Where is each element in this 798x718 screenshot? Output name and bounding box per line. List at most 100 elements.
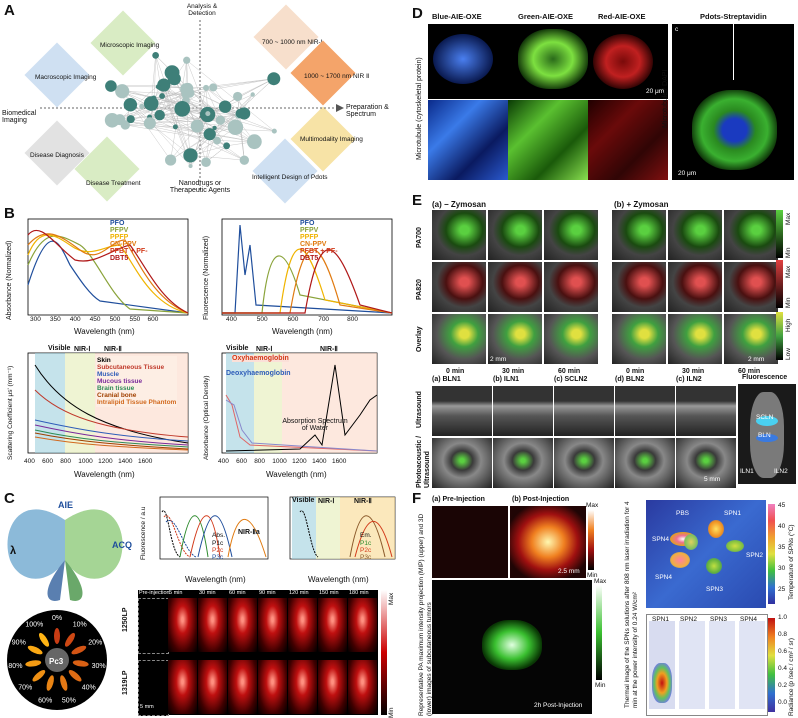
c-nir2a: NIR-Ⅱa [238,529,260,536]
e-image-cell [544,314,598,364]
network-node [154,109,165,121]
network-edge [213,87,255,142]
wheel-label: 50% [62,697,76,704]
c-min: Min [388,707,395,718]
network-node [174,101,191,117]
b-legend-ppfp: PPFP [300,234,319,241]
d-c: c [675,26,679,33]
network-edge [187,88,241,114]
b-legend-cnppv: CN-PPV [300,241,327,248]
network-graph [40,20,344,190]
e-a: (a) − Zymosan [432,200,487,209]
e-image-cell [612,262,666,312]
d-title-red: Red-AIE-OXE [598,12,646,21]
wheel-label: 0% [52,615,62,622]
wheel-label: 60% [38,697,52,704]
network-node [213,136,222,145]
network-edge [151,55,156,104]
f-rad-bar [768,618,775,712]
c-em-legend: P1c P2c P3c [360,540,371,561]
b-legend-dbt5: DBT5 [300,255,319,262]
wheel-petal [68,670,82,682]
c-imaging: Pre-injection 5 min 30 min 60 min 90 min 120 … [138,590,378,716]
f-scale: 2.5 mm [558,568,580,575]
f-thermal-img [646,500,766,608]
network-node [205,111,211,117]
b-legend-abs-pfpv: PFPV [110,227,129,234]
c-image-cell [228,660,257,714]
network-node [115,84,130,99]
c-em: Em. [360,532,372,539]
e-bar-min2: Min [785,297,792,308]
label-multimodality: Multimodality Imaging [300,136,363,143]
e-bar-max2: Max [785,265,792,278]
e-image-cell [612,314,666,364]
d-title-pdots: Pdots-Streptavidin [700,12,767,21]
network-node [143,117,156,130]
wheel-label: 70% [18,685,32,692]
c-visible: Visible [292,497,315,504]
e-node-image [493,438,553,488]
c-time-label: 120 min [289,590,309,596]
network-node [239,155,250,165]
wheel-label: 80% [8,663,22,670]
c-fl-ylabel: Fluorescence / a.u [140,506,147,560]
network-node [218,100,232,113]
c-time-label: 5 min [169,590,183,596]
network-node [159,93,166,99]
e-node-image [554,438,614,488]
label-top: Analysis & Detection [186,3,218,17]
network-node [267,72,281,86]
c-acq: ACQ [112,540,132,550]
network-node [167,72,181,86]
c-time-label: 60 min [229,590,246,596]
c-image-cell [348,598,377,652]
c-image-cell [138,660,169,716]
panel-label-b: B [4,205,15,222]
e-scale2: 5 mm [704,476,721,483]
label-right: Preparation & Spectrum [346,104,389,118]
wheel-label: 40% [82,685,96,692]
e-node-label: (d) BLN2 [615,376,645,383]
tissue-brain: Brain tissue [97,385,135,392]
network-node [183,148,198,163]
label-diagnosis: Disease Diagnosis [30,152,84,159]
d-top-row [428,24,668,99]
e-scale-b: 2 mm [748,356,765,363]
f-thermal: Thermal image of the SPNs solutions afte… [624,501,639,708]
e-image-cell [612,210,666,260]
e-node-image [615,386,675,436]
network-node [235,108,246,119]
wheel-petal [54,628,60,644]
c-spectra [159,496,396,560]
tissue-mucous: Mucous tissue [97,378,143,385]
b-xlabel-2: Wavelength (nm) [272,327,333,336]
network-node [104,112,120,128]
e-fluor: Fluorescence [742,374,788,381]
e-node-image [432,386,492,436]
e-bar-3 [776,312,783,360]
b-od-ylabel: Absorbance (Optical Density) [203,375,210,460]
e-mouse [738,384,796,484]
network-node [183,56,191,64]
e-b: (b) + Zymosan [614,200,669,209]
e-row-paus: Photoacoustic / Ultrasound [416,435,431,488]
b-scat-ylabel: Scattering Coefficient μs' (mm⁻¹) [7,365,14,460]
e-time-label: 60 min [738,368,761,375]
c-time-label: Pre-injection [139,590,170,596]
network-edge [190,94,253,156]
b-legend-pfo: PFO [300,220,315,227]
network-node [223,142,231,150]
wheel-petal [25,660,42,667]
c-image-cell [168,660,197,714]
c-max: Max [388,592,395,605]
b-abs-ticks: 300 350 400 450 500 550 600 [30,316,159,323]
e-node-image [432,438,492,488]
c-time-label: 90 min [259,590,276,596]
f-spn-1: SPN1 [724,510,741,517]
wheel-petal [60,675,68,691]
f-spn-pbs: PBS [676,510,690,517]
network-node [203,84,210,91]
network-edge [149,116,245,161]
f-spn-4: SPN4 [655,574,672,581]
